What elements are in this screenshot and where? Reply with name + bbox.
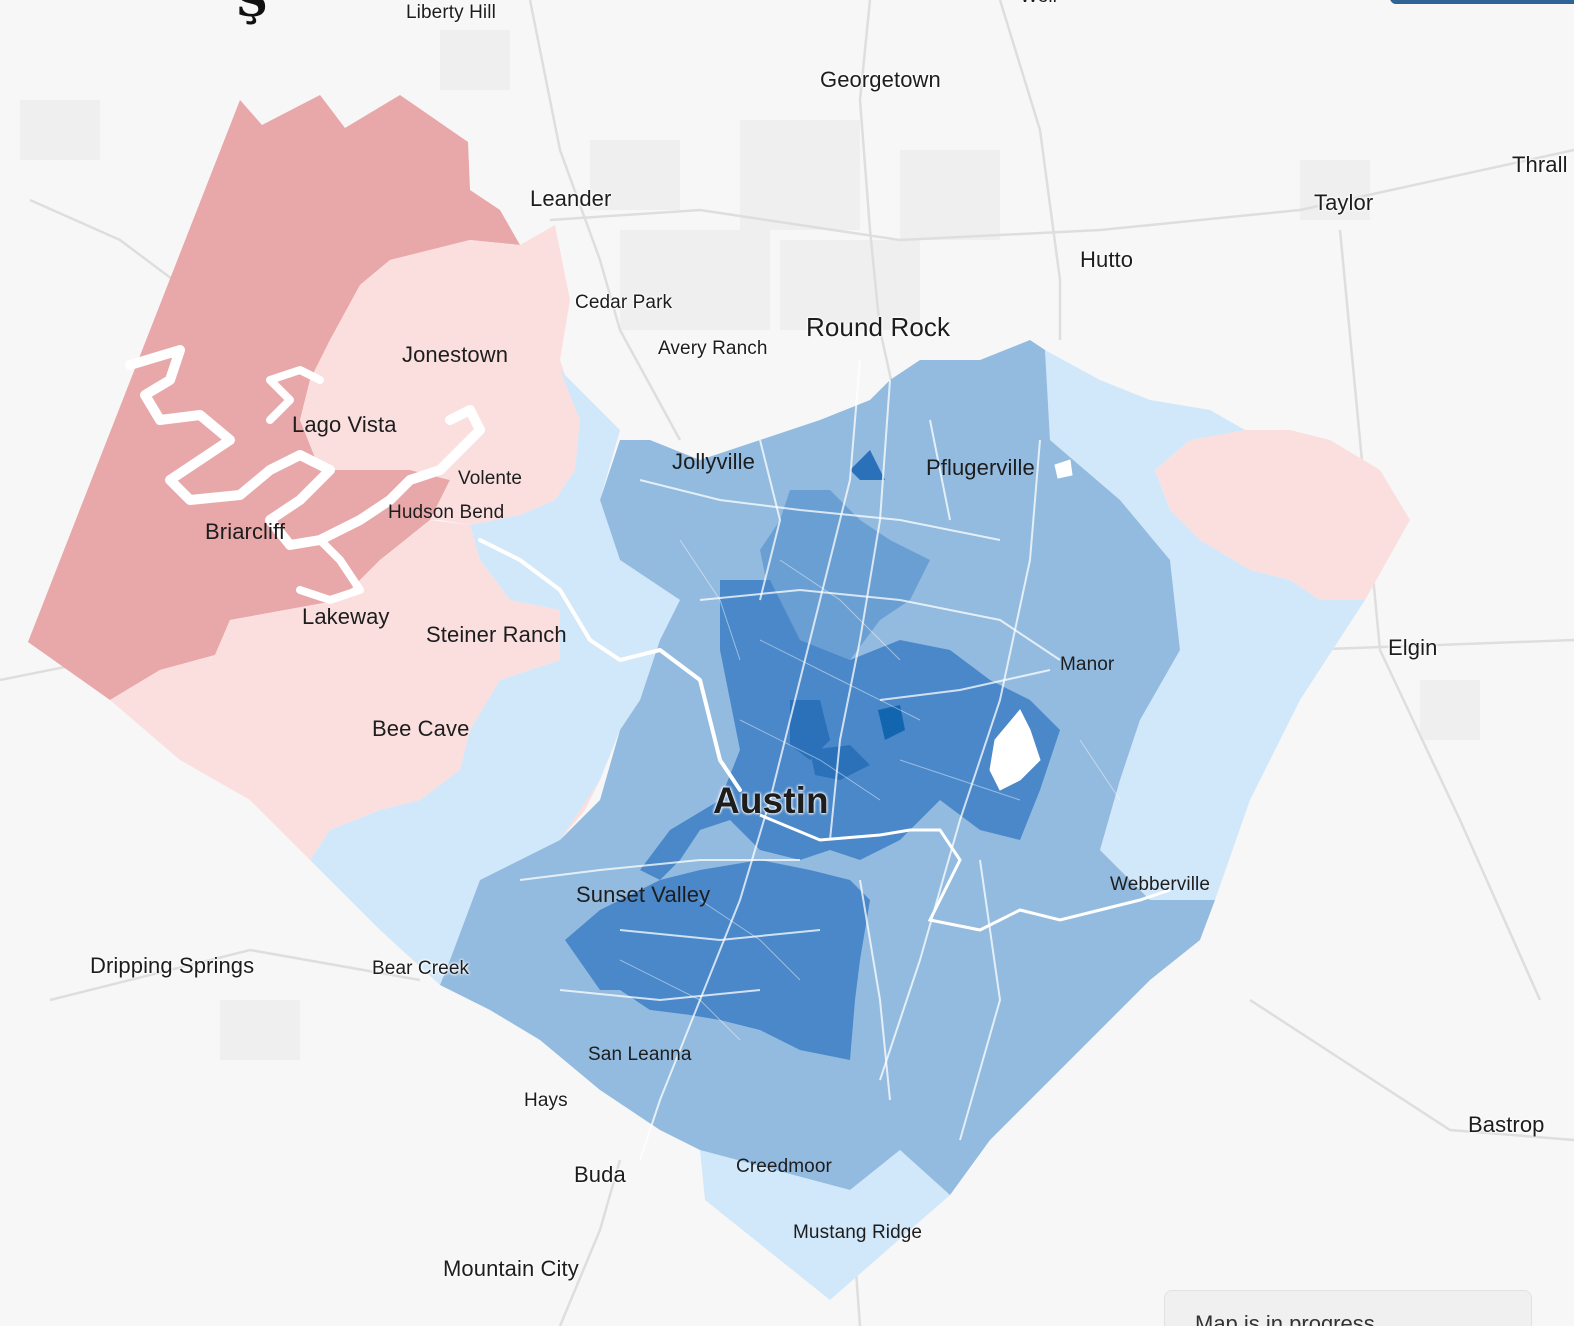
place-label-mustang-ridge: Mustang Ridge xyxy=(793,1222,923,1243)
region-mid-blue-north xyxy=(760,490,930,660)
place-label-manor: Manor xyxy=(1060,654,1115,675)
place-label-cedar-park: Cedar Park xyxy=(575,292,673,313)
road-network xyxy=(519,359,1061,1161)
place-label-georgetown: Georgetown xyxy=(820,67,941,92)
region-lightest-blue-lake-bay xyxy=(1070,395,1120,440)
region-lightest-blue-west xyxy=(310,370,680,985)
place-label-jollyville: Jollyville xyxy=(672,449,755,474)
place-label-webberville: Webberville xyxy=(1110,874,1211,895)
place-label-leander: Leander xyxy=(530,186,612,211)
place-label-hays: Hays xyxy=(524,1090,568,1111)
place-label-buda: Buda xyxy=(574,1162,626,1187)
region-lightest-blue-east xyxy=(1045,350,1365,900)
place-label-san-leanna: San Leanna xyxy=(588,1044,692,1065)
lake-travis xyxy=(125,345,485,550)
place-label-mountain-city: Mountain City xyxy=(443,1256,579,1281)
place-label-elgin: Elgin xyxy=(1388,635,1438,660)
decker-lake xyxy=(989,709,1041,791)
place-label-pflugerville: Pflugerville xyxy=(926,455,1035,480)
region-mid-blue-core xyxy=(640,580,1060,880)
place-label-dripping-springs: Dripping Springs xyxy=(90,953,255,978)
region-mid-blue-south xyxy=(565,860,870,1060)
pond-pflug xyxy=(1054,459,1073,479)
place-label-sunset-valley: Sunset Valley xyxy=(576,882,711,907)
region-light-red-beecave xyxy=(110,520,560,860)
place-label-steiner-ranch: Steiner Ranch xyxy=(426,622,567,647)
place-label-hudson-bend: Hudson Bend xyxy=(388,502,505,523)
region-lightest-blue-south xyxy=(700,1150,950,1300)
cut-off-heading-fragment: Ş xyxy=(236,0,268,27)
lake-travis-south xyxy=(296,536,364,604)
map-note-panel: Map is in progress xyxy=(1164,1290,1532,1326)
region-light-blue-lake xyxy=(625,715,690,800)
place-label-thrall: Thrall xyxy=(1512,152,1568,177)
region-dark-blue-1 xyxy=(790,700,830,760)
region-light-red-east xyxy=(1155,430,1410,600)
place-label-lakeway: Lakeway xyxy=(302,604,390,629)
road-network-thin xyxy=(619,539,1121,1041)
precinct-regions xyxy=(28,95,1410,1300)
place-label-bastrop: Bastrop xyxy=(1468,1112,1545,1137)
place-label-round-rock: Round Rock xyxy=(806,312,951,342)
region-dark-blue-2 xyxy=(878,705,905,740)
region-light-red-jonestown xyxy=(300,225,580,525)
place-label-creedmoor: Creedmoor xyxy=(736,1156,832,1177)
region-dark-blue-3 xyxy=(810,745,870,780)
map-note-text: Map is in progress xyxy=(1195,1311,1375,1326)
place-label-taylor: Taylor xyxy=(1314,190,1374,215)
lake-austin xyxy=(478,538,742,792)
place-label-briarcliff: Briarcliff xyxy=(205,519,286,544)
place-label-lago-vista: Lago Vista xyxy=(292,412,397,437)
place-label-hutto: Hutto xyxy=(1080,247,1134,272)
lake-travis-arm xyxy=(266,366,324,424)
place-label-liberty-hill: Liberty Hill xyxy=(406,2,496,23)
place-label-weir: Weir xyxy=(1020,0,1059,8)
place-label-austin: Austin xyxy=(713,780,829,821)
region-dark-blue-4 xyxy=(850,450,885,480)
place-label-bear-creek: Bear Creek xyxy=(372,958,470,979)
region-dark-red-west xyxy=(28,95,520,700)
place-label-volente: Volente xyxy=(458,468,523,489)
place-label-jonestown: Jonestown xyxy=(402,342,509,367)
urban-patches xyxy=(20,30,1480,1060)
place-label-bee-cave: Bee Cave xyxy=(372,716,470,741)
place-label-avery-ranch: Avery Ranch xyxy=(658,338,768,359)
top-control-edge[interactable] xyxy=(1390,0,1574,4)
